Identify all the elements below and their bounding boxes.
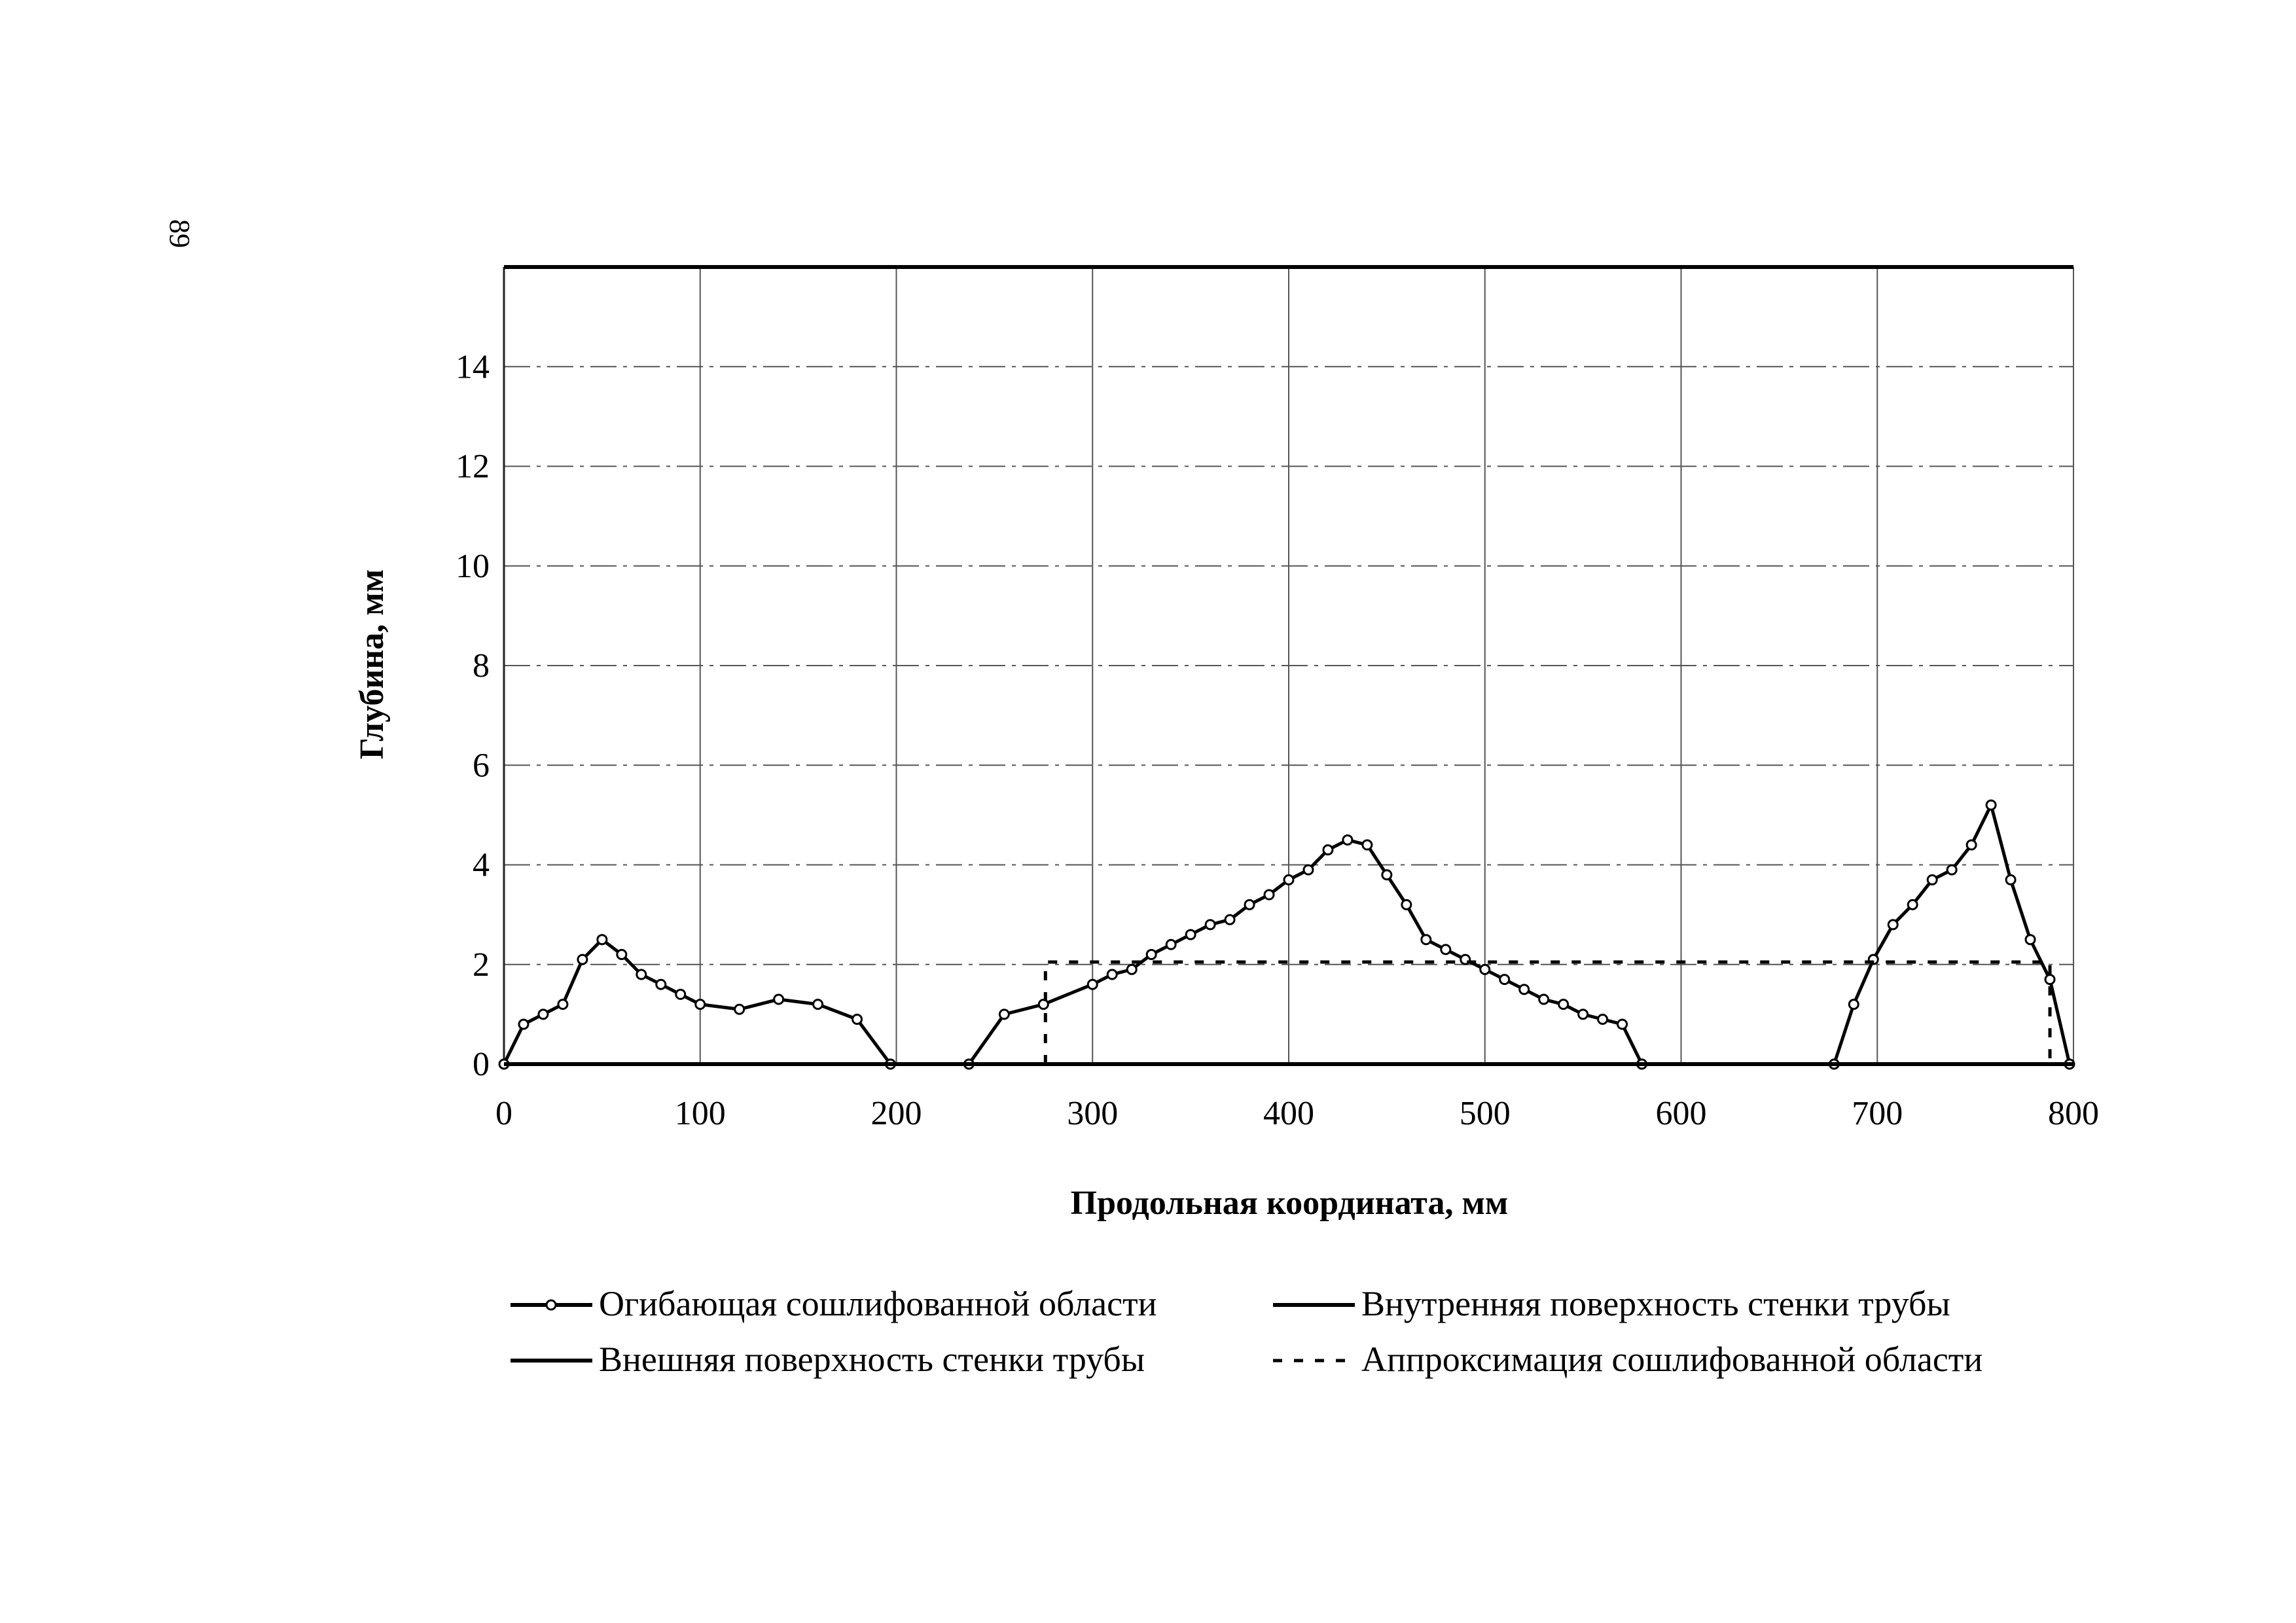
y-tick-label: 8 (473, 647, 490, 685)
data-point (694, 999, 706, 1010)
data-point (1577, 1008, 1589, 1020)
data-point (1518, 984, 1530, 995)
y-tick-label: 12 (456, 448, 490, 486)
x-tick-label: 400 (1263, 1095, 1314, 1132)
x-tick-label: 300 (1067, 1095, 1118, 1132)
legend: Огибающая сошлифованной области Внутрення… (511, 1284, 1982, 1379)
series-0 (498, 799, 2075, 1070)
legend-item-1: Внутренняя поверхность стенки трубы (1273, 1284, 1950, 1323)
data-point (1126, 963, 1138, 975)
series-line (1043, 960, 2052, 1064)
data-point (1165, 938, 1177, 950)
legend-label: Аппроксимация сошлифованной области (1361, 1340, 1982, 1379)
data-point (1479, 963, 1491, 975)
data-point (537, 1008, 549, 1020)
x-tick-label: 200 (871, 1095, 922, 1132)
data-point (852, 1013, 863, 1025)
data-point (812, 999, 824, 1010)
data-point (636, 969, 647, 980)
y-tick-label: 2 (473, 946, 490, 984)
data-point (596, 934, 608, 946)
data-point (1224, 914, 1236, 925)
data-point (655, 978, 667, 990)
y-tick-label: 4 (473, 847, 490, 884)
data-point (1907, 899, 1918, 910)
data-point (1401, 899, 1412, 910)
x-axis-title: Продольная координата, мм (1071, 1185, 1509, 1222)
series-line (502, 938, 892, 1065)
data-point (1597, 1013, 1609, 1025)
data-point (557, 999, 569, 1010)
y-tick-label: 14 (456, 348, 490, 385)
data-point (2005, 874, 2017, 885)
data-point (1204, 919, 1216, 931)
data-point (1145, 949, 1157, 961)
data-point (998, 1008, 1010, 1020)
legend-label: Внешняя поверхность стенки трубы (599, 1340, 1145, 1379)
data-point (1037, 999, 1049, 1010)
data-point (2044, 974, 2056, 986)
legend-item-2: Внешняя поверхность стенки трубы (511, 1340, 1145, 1379)
data-point (616, 949, 628, 961)
data-point (1283, 874, 1295, 885)
data-point (1558, 999, 1570, 1010)
data-point (734, 1003, 745, 1015)
data-point (1420, 934, 1432, 946)
data-point (1361, 839, 1373, 851)
x-tick-label: 700 (1852, 1095, 1903, 1132)
series-line (1832, 803, 2072, 1065)
legend-marker (545, 1299, 557, 1311)
y-axis-title: Глубина, мм (353, 569, 391, 759)
data-point (1322, 844, 1334, 856)
data-point (1342, 834, 1354, 846)
data-point (1617, 1018, 1628, 1030)
data-point (1302, 864, 1314, 876)
x-tick-label: 500 (1460, 1095, 1511, 1132)
data-point (1965, 839, 1977, 851)
data-point (1499, 974, 1511, 986)
data-point (675, 988, 687, 1000)
data-point (1185, 929, 1196, 940)
y-tick-label: 0 (473, 1046, 490, 1083)
x-tick-label: 600 (1656, 1095, 1707, 1132)
data-point (1244, 899, 1255, 910)
data-point (1086, 978, 1098, 990)
data-point (1887, 919, 1899, 931)
series-3 (1043, 960, 2052, 1064)
data-point (1263, 889, 1275, 901)
data-point (1381, 869, 1393, 881)
grid (503, 267, 2074, 1064)
legend-item-3: Аппроксимация сошлифованной области (1273, 1340, 1982, 1379)
data-point (1946, 864, 1958, 876)
data-point (773, 993, 785, 1005)
tick-labels: 0 100 200 300 400 500 600 700 800 0 2 4 6 8 10 12 14 (456, 348, 2099, 1132)
y-tick-label: 6 (473, 747, 490, 784)
data-point (1106, 969, 1118, 980)
data-point (2024, 934, 2036, 946)
data-point (1985, 799, 1997, 811)
legend-item-0: Огибающая сошлифованной области (511, 1284, 1157, 1323)
x-tick-label: 100 (675, 1095, 726, 1132)
data-point (1440, 944, 1452, 955)
data-point (577, 954, 588, 965)
x-tick-label: 0 (495, 1095, 512, 1132)
data-point (518, 1018, 529, 1030)
legend-label: Внутренняя поверхность стенки трубы (1361, 1284, 1950, 1323)
series-layer (498, 265, 2075, 1070)
data-point (1848, 999, 1859, 1010)
data-point (1538, 993, 1550, 1005)
legend-label: Огибающая сошлифованной области (599, 1284, 1157, 1323)
y-tick-label: 10 (456, 548, 490, 585)
x-tick-label: 800 (2048, 1095, 2099, 1132)
data-point (1926, 874, 1938, 885)
